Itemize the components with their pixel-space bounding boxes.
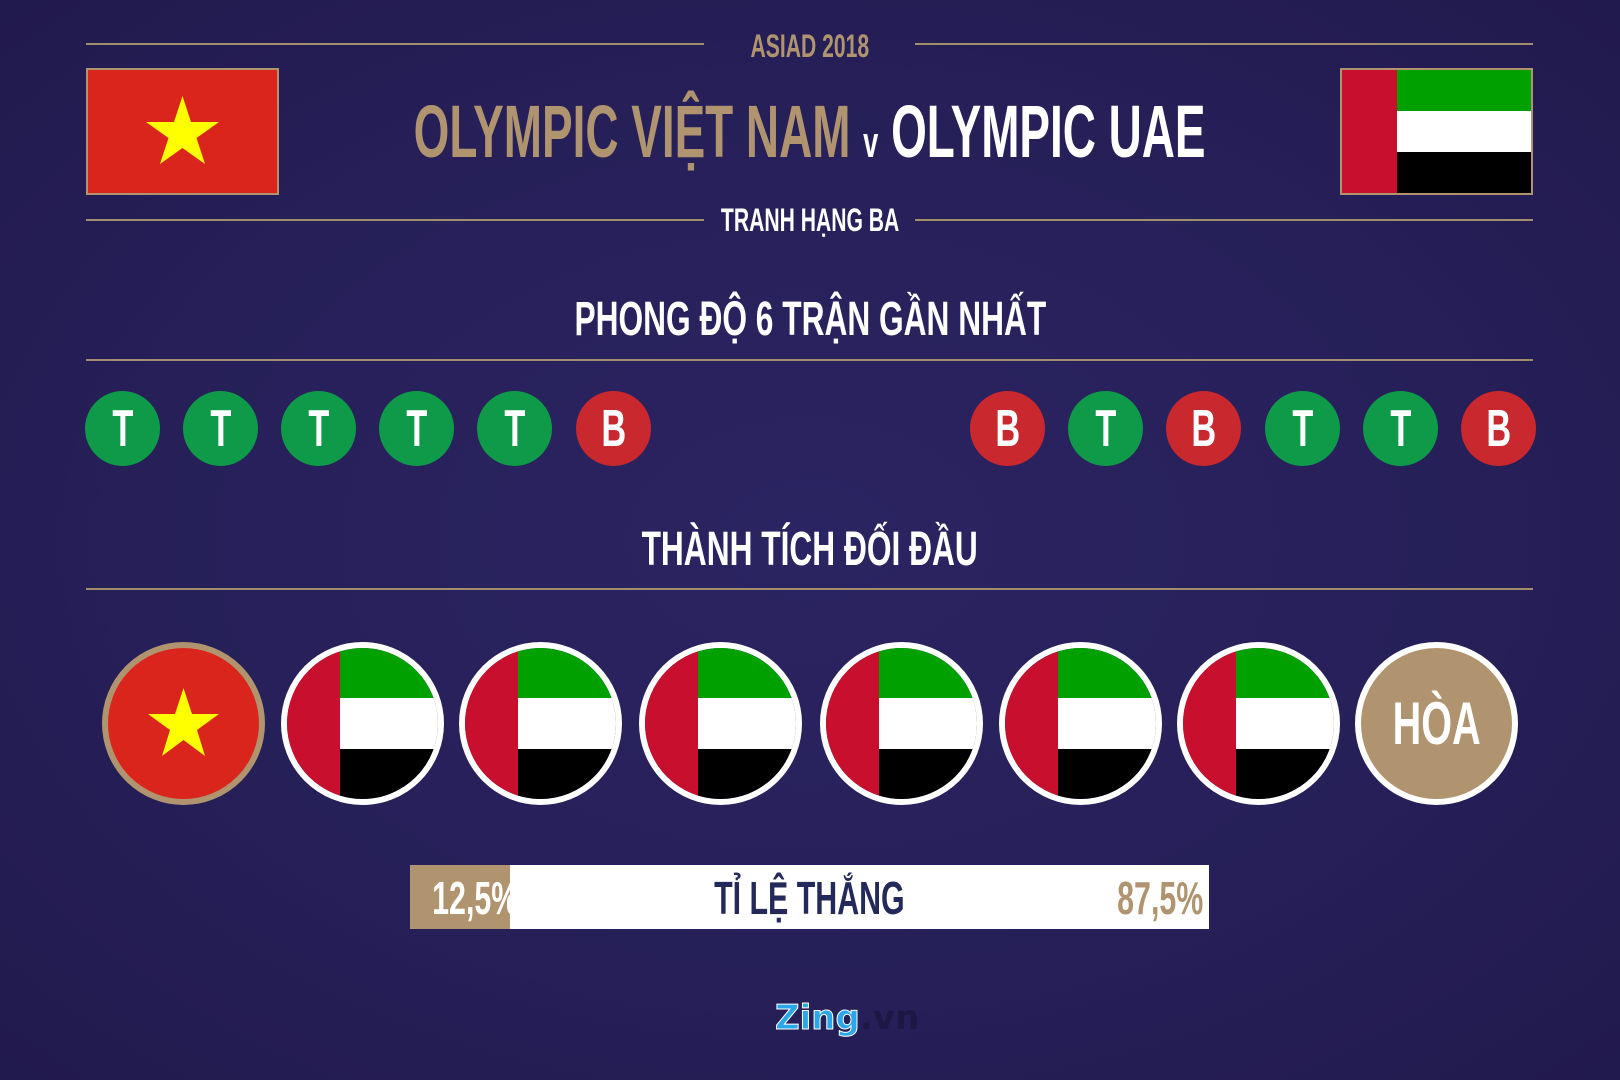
form-result: T <box>1292 399 1313 458</box>
away-form-loss: B <box>1461 391 1536 466</box>
logo-brand: Zing <box>775 998 861 1039</box>
away-form-win: T <box>1363 391 1438 466</box>
zing-logo: Zing.vn <box>775 998 920 1039</box>
win-rate-bar: 12,5% TỈ LỆ THẮNG 87,5% <box>410 865 1209 929</box>
uae-win-badge <box>999 642 1162 805</box>
home-win-fill <box>410 865 510 929</box>
divider <box>86 43 704 45</box>
uae-win-badge <box>639 642 802 805</box>
away-form-loss: B <box>970 391 1045 466</box>
form-result: T <box>1095 399 1116 458</box>
stage-label: TRANH HẠNG BA <box>720 202 900 238</box>
vietnam-win-badge <box>102 642 265 805</box>
vietnam-flag <box>86 68 279 195</box>
form-result: B <box>601 399 626 458</box>
away-form-loss: B <box>1166 391 1241 466</box>
draw-badge: HÒA <box>1355 642 1518 805</box>
away-form-win: T <box>1068 391 1143 466</box>
form-title: PHONG ĐỘ 6 TRẬN GẦN NHẤT <box>574 293 1046 346</box>
home-team: OLYMPIC VIỆT NAM <box>414 90 851 173</box>
uae-win-badge <box>281 642 444 805</box>
logo-suffix: .vn <box>859 998 920 1038</box>
away-team: OLYMPIC UAE <box>891 90 1206 173</box>
uae-flag <box>1340 68 1533 195</box>
home-win-rate: 12,5% <box>432 872 519 924</box>
match-title: OLYMPIC VIỆT NAM v OLYMPIC UAE <box>0 92 1620 183</box>
form-result: B <box>995 399 1020 458</box>
form-result: B <box>1486 399 1511 458</box>
divider <box>86 219 704 221</box>
away-win-rate: 87,5% <box>1117 872 1204 924</box>
away-form-win: T <box>1265 391 1340 466</box>
versus: v <box>863 118 879 167</box>
home-form-win: T <box>477 391 552 466</box>
form-result: T <box>308 399 329 458</box>
uae-win-badge <box>820 642 983 805</box>
uae-win-badge <box>1177 642 1340 805</box>
uae-win-badge <box>459 642 622 805</box>
form-result: B <box>1191 399 1216 458</box>
form-result: T <box>210 399 231 458</box>
event-label: ASIAD 2018 <box>750 28 870 64</box>
home-form-win: T <box>379 391 454 466</box>
divider <box>915 219 1533 221</box>
home-form-win: T <box>183 391 258 466</box>
form-result: T <box>406 399 427 458</box>
divider <box>86 359 1533 361</box>
h2h-title: THÀNH TÍCH ĐỐI ĐẦU <box>641 523 979 576</box>
form-result: T <box>1390 399 1411 458</box>
divider <box>915 43 1533 45</box>
home-form-win: T <box>281 391 356 466</box>
home-form-win: T <box>85 391 160 466</box>
home-form-loss: B <box>576 391 651 466</box>
win-rate-label: TỈ LỆ THẮNG <box>714 872 905 924</box>
draw-label: HÒA <box>1392 690 1481 757</box>
divider <box>86 588 1533 590</box>
form-result: T <box>504 399 525 458</box>
form-result: T <box>112 399 133 458</box>
